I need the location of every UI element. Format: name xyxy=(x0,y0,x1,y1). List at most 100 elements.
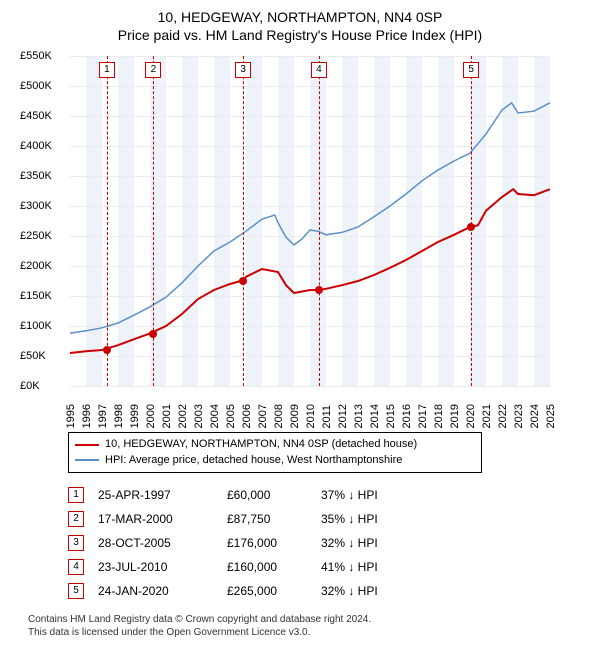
legend-swatch xyxy=(75,459,99,461)
x-tick-label: 2023 xyxy=(513,404,525,428)
x-tick-label: 2018 xyxy=(433,404,445,428)
x-tick-label: 2003 xyxy=(193,404,205,428)
event-point xyxy=(103,346,111,354)
y-tick-label: £200K xyxy=(20,260,52,272)
table-row: 3 28-OCT-2005 £176,000 32% ↓ HPI xyxy=(68,531,588,555)
x-tick-label: 2001 xyxy=(161,404,173,428)
line-layer xyxy=(70,56,550,386)
row-index-box: 1 xyxy=(68,487,84,503)
x-tick-label: 1998 xyxy=(113,404,125,428)
row-diff: 32% ↓ HPI xyxy=(321,584,411,598)
x-tick-label: 2006 xyxy=(241,404,253,428)
y-tick-label: £300K xyxy=(20,200,52,212)
x-tick-label: 2017 xyxy=(417,404,429,428)
footer-line1: Contains HM Land Registry data © Crown c… xyxy=(28,613,588,626)
footer-line2: This data is licensed under the Open Gov… xyxy=(28,626,588,639)
event-marker-box: 1 xyxy=(99,62,115,78)
row-price: £176,000 xyxy=(227,536,307,550)
series-line xyxy=(70,190,550,354)
row-diff: 41% ↓ HPI xyxy=(321,560,411,574)
legend-label: HPI: Average price, detached house, West… xyxy=(105,453,402,468)
y-tick-label: £0K xyxy=(20,380,40,392)
y-tick-label: £50K xyxy=(20,350,46,362)
event-vline xyxy=(107,56,108,386)
y-tick-label: £250K xyxy=(20,230,52,242)
series-line xyxy=(70,103,550,333)
y-tick-label: £100K xyxy=(20,320,52,332)
event-point xyxy=(239,277,247,285)
row-price: £160,000 xyxy=(227,560,307,574)
y-tick-label: £400K xyxy=(20,140,52,152)
x-tick-label: 2021 xyxy=(481,404,493,428)
legend-row: 10, HEDGEWAY, NORTHAMPTON, NN4 0SP (deta… xyxy=(75,437,475,452)
row-date: 28-OCT-2005 xyxy=(98,536,213,550)
x-tick-label: 2011 xyxy=(321,405,333,429)
x-tick-label: 2002 xyxy=(177,404,189,428)
legend-swatch xyxy=(75,444,99,446)
row-price: £87,750 xyxy=(227,512,307,526)
x-tick-label: 2012 xyxy=(337,404,349,428)
x-tick-label: 1999 xyxy=(129,404,141,428)
row-date: 17-MAR-2000 xyxy=(98,512,213,526)
event-point xyxy=(149,330,157,338)
chart-container: 12345 £0K£50K£100K£150K£200K£250K£300K£3… xyxy=(20,48,580,428)
x-tick-label: 2022 xyxy=(497,404,509,428)
row-price: £60,000 xyxy=(227,488,307,502)
event-point xyxy=(467,223,475,231)
row-date: 24-JAN-2020 xyxy=(98,584,213,598)
table-row: 5 24-JAN-2020 £265,000 32% ↓ HPI xyxy=(68,579,588,603)
y-tick-label: £450K xyxy=(20,110,52,122)
x-tick-label: 2013 xyxy=(353,404,365,428)
table-row: 2 17-MAR-2000 £87,750 35% ↓ HPI xyxy=(68,507,588,531)
event-marker-box: 4 xyxy=(311,62,327,78)
event-vline xyxy=(319,56,320,386)
y-tick-label: £550K xyxy=(20,50,52,62)
row-price: £265,000 xyxy=(227,584,307,598)
x-tick-label: 2025 xyxy=(545,404,557,428)
legend: 10, HEDGEWAY, NORTHAMPTON, NN4 0SP (deta… xyxy=(68,432,482,473)
x-tick-label: 2019 xyxy=(449,404,461,428)
x-tick-label: 2008 xyxy=(273,404,285,428)
row-diff: 35% ↓ HPI xyxy=(321,512,411,526)
plot-area: 12345 xyxy=(70,56,550,387)
x-tick-label: 2016 xyxy=(401,404,413,428)
title-line2: Price paid vs. HM Land Registry's House … xyxy=(12,26,588,44)
x-tick-label: 2024 xyxy=(529,404,541,428)
y-tick-label: £350K xyxy=(20,170,52,182)
title-line1: 10, HEDGEWAY, NORTHAMPTON, NN4 0SP xyxy=(12,8,588,26)
x-tick-label: 1997 xyxy=(97,404,109,428)
y-tick-label: £150K xyxy=(20,290,52,302)
table-row: 1 25-APR-1997 £60,000 37% ↓ HPI xyxy=(68,483,588,507)
row-date: 25-APR-1997 xyxy=(98,488,213,502)
x-tick-label: 2014 xyxy=(369,404,381,428)
x-tick-label: 2015 xyxy=(385,404,397,428)
footer: Contains HM Land Registry data © Crown c… xyxy=(28,613,588,639)
legend-row: HPI: Average price, detached house, West… xyxy=(75,453,475,468)
event-vline xyxy=(243,56,244,386)
y-tick-label: £500K xyxy=(20,80,52,92)
x-tick-label: 2005 xyxy=(225,404,237,428)
row-index-box: 5 xyxy=(68,583,84,599)
event-marker-box: 2 xyxy=(145,62,161,78)
x-tick-label: 1996 xyxy=(81,404,93,428)
legend-label: 10, HEDGEWAY, NORTHAMPTON, NN4 0SP (deta… xyxy=(105,437,417,452)
row-date: 23-JUL-2010 xyxy=(98,560,213,574)
x-tick-label: 2000 xyxy=(145,404,157,428)
event-vline xyxy=(471,56,472,386)
row-index-box: 3 xyxy=(68,535,84,551)
transactions-table: 1 25-APR-1997 £60,000 37% ↓ HPI 2 17-MAR-2000… xyxy=(68,483,588,603)
x-tick-label: 2020 xyxy=(465,404,477,428)
event-marker-box: 3 xyxy=(235,62,251,78)
row-index-box: 2 xyxy=(68,511,84,527)
event-point xyxy=(315,286,323,294)
x-tick-label: 1995 xyxy=(65,404,77,428)
x-tick-label: 2010 xyxy=(305,404,317,428)
row-diff: 32% ↓ HPI xyxy=(321,536,411,550)
y-gridline xyxy=(70,386,550,387)
row-diff: 37% ↓ HPI xyxy=(321,488,411,502)
table-row: 4 23-JUL-2010 £160,000 41% ↓ HPI xyxy=(68,555,588,579)
chart-title: 10, HEDGEWAY, NORTHAMPTON, NN4 0SP Price… xyxy=(12,8,588,44)
x-tick-label: 2009 xyxy=(289,404,301,428)
row-index-box: 4 xyxy=(68,559,84,575)
x-tick-label: 2004 xyxy=(209,404,221,428)
